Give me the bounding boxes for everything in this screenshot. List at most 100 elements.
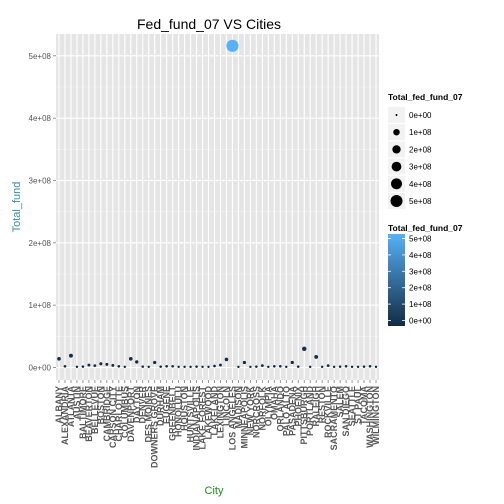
x-tick-label: BALTIMORE <box>78 386 88 439</box>
x-tick-label: DES MOINES <box>144 386 154 443</box>
x-tick-label: LAKEWOOD <box>204 386 214 440</box>
data-point <box>226 39 239 52</box>
chart-title: Fed_fund_07 VS Cities <box>137 16 281 32</box>
x-tick-label: LEXINGTON <box>215 386 225 438</box>
data-point <box>338 365 342 368</box>
data-point <box>344 364 348 368</box>
x-tick-label: NEW YORK <box>245 386 255 436</box>
data-point <box>189 365 192 369</box>
color-legend-label: 3e+08 <box>409 267 432 276</box>
x-tick-label: CHARLOTTE <box>114 386 124 442</box>
x-tick-label: MINNEAPOLIS <box>239 386 249 449</box>
x-tick-label: PASADENA <box>287 386 297 436</box>
x-tick-label: DAYTON <box>132 386 142 423</box>
data-point <box>195 365 198 368</box>
size-legend-label: 3e+08 <box>409 163 432 172</box>
x-tick-label: CARSON CITY <box>108 386 118 448</box>
data-point <box>87 363 91 367</box>
size-legend-label: 0e+00 <box>409 111 432 120</box>
y-tick-label: 0e+00 <box>29 364 52 373</box>
data-point <box>302 346 307 352</box>
x-tick-label: DOWNERS GROVE <box>150 386 160 468</box>
x-tick-label: AUSTIN <box>72 386 82 420</box>
data-point <box>105 362 109 366</box>
data-point <box>308 365 312 369</box>
x-tick-label: BEAVERTON <box>84 386 94 442</box>
x-tick-label: ST PAUL <box>353 386 363 424</box>
data-point <box>249 365 252 369</box>
data-point <box>237 365 240 369</box>
data-point <box>159 365 162 368</box>
data-point <box>219 363 222 367</box>
color-legend-bar <box>388 234 405 326</box>
size-legend-label: 5e+08 <box>409 197 432 206</box>
data-point <box>260 364 264 368</box>
x-tick-label: MADISON <box>233 386 243 429</box>
data-point <box>285 365 288 369</box>
x-tick-label: LAKE FOREST <box>198 386 208 450</box>
plot-area: 0e+00 1e+08 2e+08 3e+08 4e+08 5e+08 ALBANYALEX… <box>29 34 381 468</box>
color-legend-label: 2e+08 <box>409 284 432 293</box>
data-point <box>81 365 85 368</box>
size-legend-title: Total_fed_fund_07 <box>388 92 463 102</box>
data-point <box>255 365 258 368</box>
data-point <box>296 365 300 368</box>
data-point <box>273 364 276 368</box>
data-point <box>75 365 79 369</box>
x-tick-label: LOS ANGELES <box>227 386 237 450</box>
data-point <box>350 365 354 369</box>
data-point <box>165 364 168 368</box>
x-tick-label: SAN DIEGO <box>341 386 351 437</box>
data-point <box>314 355 319 359</box>
data-point <box>207 365 210 369</box>
data-point <box>267 365 270 369</box>
size-legend-label: 4e+08 <box>409 180 432 189</box>
x-tick-label: COLUMBUS <box>120 386 130 438</box>
x-tick-label: EUGENE <box>162 386 172 424</box>
data-point <box>171 364 174 368</box>
x-tick-label: PHOENIX <box>293 386 303 427</box>
size-legend-marker <box>391 178 402 190</box>
x-tick-label: NORCROSS <box>251 386 261 438</box>
x-tick-label: NORFOLK <box>257 386 267 431</box>
data-point <box>153 360 157 365</box>
x-tick-label: BOSTON <box>96 386 106 424</box>
data-point <box>242 360 247 365</box>
color-legend-label: 0e+00 <box>409 317 432 326</box>
x-tick-label: PORTLAND <box>305 386 315 436</box>
data-point <box>290 360 294 365</box>
x-tick-label: PITTSBURGH <box>299 386 309 445</box>
x-tick-label: PALO ALTO <box>281 386 291 436</box>
y-tick-label: 1e+08 <box>29 301 52 310</box>
color-legend: Total_fed_fund_07 5e+08 4e+08 3e+08 2e+08 1e+… <box>388 223 463 326</box>
size-legend-label: 2e+08 <box>409 145 432 154</box>
y-tick-label: 4e+08 <box>29 114 52 123</box>
y-tick-label: 3e+08 <box>29 177 52 186</box>
size-legend-marker <box>392 145 401 154</box>
data-point <box>128 356 133 361</box>
plot-background <box>56 34 379 380</box>
color-legend-label: 4e+08 <box>409 251 432 260</box>
x-tick-label: ORLANDO <box>275 386 285 432</box>
data-point <box>278 364 282 368</box>
data-point <box>147 365 150 369</box>
x-tick-label: INDIANAPOLIS <box>192 386 202 451</box>
x-tick-label: ALBANY <box>54 386 64 424</box>
y-tick-label: 2e+08 <box>29 239 52 248</box>
data-point <box>99 362 103 366</box>
data-point <box>177 365 180 369</box>
x-tick-label: DURHAM <box>156 386 166 426</box>
data-point <box>332 365 336 369</box>
x-tick-label: ALEXANDRIA <box>60 386 70 446</box>
x-tick-label: WASHINGTON <box>365 386 375 448</box>
x-tick-label: LAKELAND <box>210 386 220 436</box>
x-tick-label: SACRAMENTO <box>329 386 339 450</box>
data-point <box>320 365 324 369</box>
x-tick-label: BELLEVUE <box>90 386 100 434</box>
x-tick-label: HUNTSVILLE <box>186 386 196 443</box>
x-tick-label: HOUSTON <box>180 386 190 431</box>
data-point <box>201 365 204 369</box>
data-point <box>362 365 366 368</box>
data-point <box>123 365 127 369</box>
